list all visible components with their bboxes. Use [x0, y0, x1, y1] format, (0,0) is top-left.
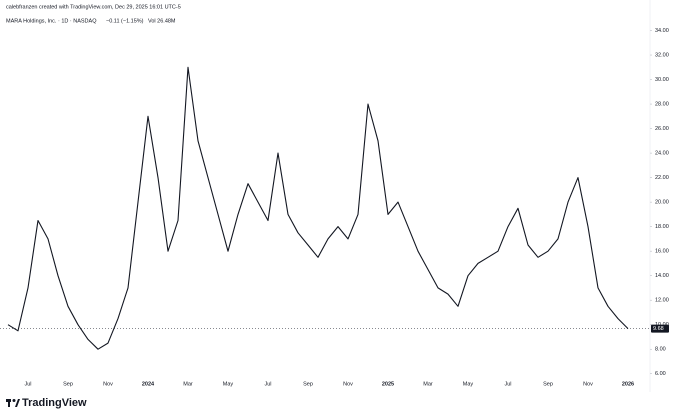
x-tick-label: Sep — [63, 381, 73, 387]
x-tick-label: Jul — [504, 381, 511, 387]
y-tick-label: 28.00 — [655, 102, 669, 108]
chart-title: MARA Holdings, Inc. · 1D · NASDAQ — [6, 18, 97, 24]
attribution: calebfranzen created with TradingView.co… — [6, 4, 181, 10]
x-tick-label: Mar — [423, 381, 433, 387]
y-tick-label: 34.00 — [655, 28, 669, 34]
x-tick-label: 2025 — [382, 381, 394, 387]
x-tick-label: Sep — [303, 381, 313, 387]
x-tick-label: Jul — [24, 381, 31, 387]
y-tick-label: 24.00 — [655, 151, 669, 157]
y-tick-label: 30.00 — [655, 77, 669, 83]
y-tick-label: 12.00 — [655, 298, 669, 304]
y-tick-label: 6.00 — [655, 371, 666, 377]
y-tick-label: 18.00 — [655, 224, 669, 230]
y-tick-label: 16.00 — [655, 249, 669, 255]
logo-mark — [8, 399, 10, 407]
x-tick-label: May — [223, 381, 234, 387]
x-tick-label: Jul — [264, 381, 271, 387]
last-price-box — [651, 324, 669, 333]
logo-mark — [12, 399, 16, 402]
x-tick-label: Nov — [343, 381, 353, 387]
x-tick-label: Mar — [183, 381, 193, 387]
logo-mark — [15, 399, 20, 407]
last-price-label: 9.68 — [653, 326, 664, 332]
volume: Vol 26.48M — [148, 18, 176, 24]
x-tick-label: Nov — [583, 381, 593, 387]
y-tick-label: 8.00 — [655, 347, 666, 353]
change: −0.11 (−1.15%) — [106, 18, 144, 24]
y-tick-label: 20.00 — [655, 200, 669, 206]
logo — [6, 399, 20, 407]
y-tick-label: 22.00 — [655, 175, 669, 181]
y-tick-label: 14.00 — [655, 273, 669, 279]
y-tick-label: 32.00 — [655, 52, 669, 58]
price-line — [7, 66, 629, 350]
x-tick-label: May — [463, 381, 474, 387]
x-tick-label: Sep — [543, 381, 553, 387]
x-tick-label: 2024 — [142, 381, 155, 387]
y-tick-label: 26.00 — [655, 126, 669, 132]
x-tick-label: 2026 — [622, 381, 634, 387]
brand: TradingView — [22, 397, 87, 409]
x-tick-label: Nov — [103, 381, 113, 387]
